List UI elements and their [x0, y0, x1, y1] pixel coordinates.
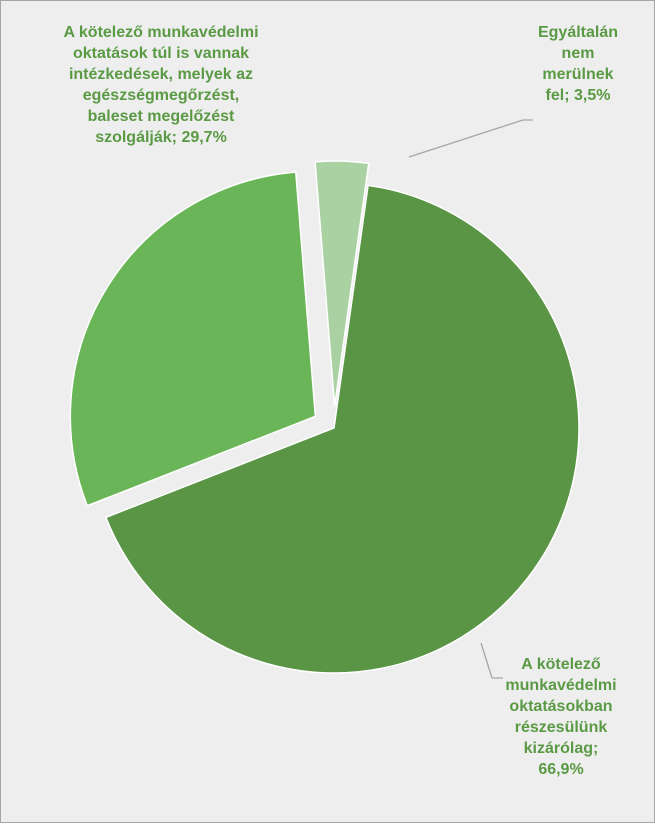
pie-slices	[69, 160, 580, 674]
pie-slice-1	[104, 184, 580, 674]
slice-labels: A kötelező munkavédelmi oktatásokban részes…	[63, 24, 618, 778]
leader-line-3	[408, 119, 533, 158]
pie-slice-3	[314, 160, 370, 407]
data-label-2: A kötelező munkavédelmi oktatások túl is …	[63, 24, 258, 146]
leader-line-1	[480, 642, 503, 679]
data-label-3: Egyáltalán nem merülnek fel; 3,5%	[538, 24, 618, 104]
leader-lines	[408, 119, 533, 679]
pie-slice-2	[69, 171, 317, 507]
data-label-1: A kötelező munkavédelmi oktatásokban részes…	[505, 656, 616, 778]
